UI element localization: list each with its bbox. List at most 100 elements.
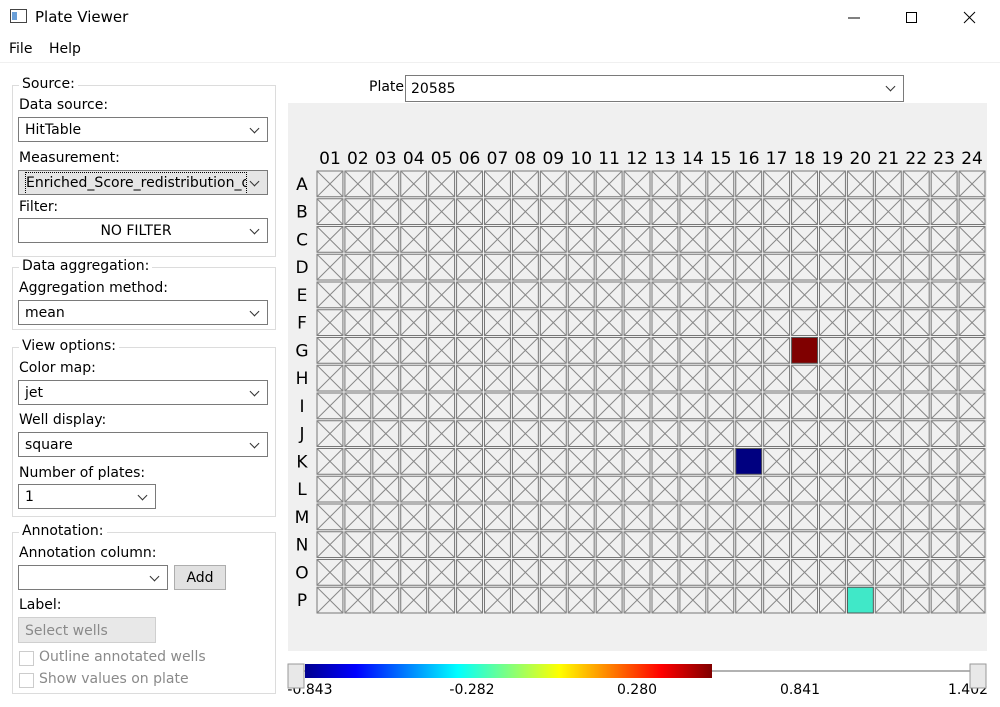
well-cross xyxy=(456,475,483,503)
well-cross xyxy=(595,309,623,336)
add-button[interactable]: Add xyxy=(174,565,226,590)
well-cross xyxy=(791,253,818,281)
well-cross xyxy=(512,392,539,420)
well-cross xyxy=(679,448,707,475)
well-cross xyxy=(763,337,790,364)
column-label: 07 xyxy=(487,149,509,169)
well-cross xyxy=(316,337,344,364)
well-cross xyxy=(707,364,735,392)
well-cross xyxy=(484,364,511,392)
well-cross xyxy=(679,309,707,336)
row-label: A xyxy=(296,175,308,195)
well-cross xyxy=(372,586,400,614)
well-cross xyxy=(567,281,595,309)
well-cross xyxy=(847,253,874,281)
annotation-combo[interactable] xyxy=(18,565,168,590)
well-cross xyxy=(958,586,986,614)
well-cross xyxy=(344,392,372,420)
well-cross xyxy=(400,503,428,531)
well-cross xyxy=(930,475,958,503)
well-cross xyxy=(651,531,679,558)
well-cross xyxy=(735,475,763,503)
row-label: D xyxy=(295,258,308,278)
filter-combo[interactable]: NO FILTER xyxy=(18,218,268,243)
measurement-combo[interactable]: Enriched_Score_redistribution_of xyxy=(18,170,268,195)
well-cross xyxy=(400,420,428,447)
well-cross xyxy=(902,448,930,475)
well-cross xyxy=(484,281,511,309)
well-cross xyxy=(735,420,763,447)
well-cross xyxy=(735,170,763,198)
group-legend: Annotation: xyxy=(19,523,107,539)
well-cross xyxy=(400,226,428,253)
well-cross xyxy=(512,281,539,309)
row-label: E xyxy=(297,286,308,306)
well-cross xyxy=(456,198,483,225)
row-label: J xyxy=(298,425,304,445)
slider-handle[interactable] xyxy=(969,663,987,689)
data-source-combo[interactable]: HitTable xyxy=(18,117,268,142)
column-label: 24 xyxy=(961,149,983,169)
row-label: O xyxy=(295,563,308,583)
annotation-group xyxy=(12,532,276,694)
well-cross xyxy=(428,253,455,281)
well-cross xyxy=(316,364,344,392)
color-map-combo[interactable]: jet xyxy=(18,380,268,405)
row-label: K xyxy=(296,452,308,472)
well-cross xyxy=(595,503,623,531)
select-wells-button[interactable]: Select wells xyxy=(18,617,156,643)
well-cross xyxy=(623,198,651,225)
colorbar-tick-label: 0.841 xyxy=(780,682,820,698)
well-cross xyxy=(902,337,930,364)
label: Data source: xyxy=(19,97,109,113)
column-label: 14 xyxy=(682,149,704,169)
plate-combo[interactable]: 20585 xyxy=(405,75,904,102)
well-cross xyxy=(707,226,735,253)
well-cross xyxy=(735,586,763,614)
well xyxy=(791,337,818,364)
well-cross xyxy=(567,503,595,531)
well-cross xyxy=(484,253,511,281)
well-cross xyxy=(651,364,679,392)
view-group xyxy=(12,347,276,517)
well-cross xyxy=(539,170,567,198)
well-cross xyxy=(623,559,651,586)
well-cross xyxy=(456,420,483,447)
well-cross xyxy=(567,586,595,614)
well-cross xyxy=(679,503,707,531)
well-cross xyxy=(623,337,651,364)
well-cross xyxy=(930,392,958,420)
well-cross xyxy=(595,392,623,420)
well-cross xyxy=(539,448,567,475)
well-cross xyxy=(958,309,986,336)
well-cross xyxy=(902,364,930,392)
well-cross xyxy=(763,170,790,198)
well-cross xyxy=(791,281,818,309)
aggregation-combo[interactable]: mean xyxy=(18,300,268,325)
well-cross xyxy=(763,392,790,420)
well-cross xyxy=(847,475,874,503)
label: Well display: xyxy=(19,412,107,428)
column-label: 05 xyxy=(431,149,453,169)
well-cross xyxy=(958,170,986,198)
well-display-combo[interactable]: square xyxy=(18,432,268,457)
checkbox[interactable] xyxy=(19,673,34,688)
plates-input[interactable]: 1 xyxy=(18,484,156,509)
well-cross xyxy=(819,281,846,309)
well-cross xyxy=(400,337,428,364)
checkbox[interactable] xyxy=(19,651,34,666)
well-cross xyxy=(847,503,874,531)
slider-handle[interactable] xyxy=(287,663,305,689)
well-cross xyxy=(372,559,400,586)
well-cross xyxy=(372,170,400,198)
well-cross xyxy=(316,226,344,253)
menu-item[interactable]: Help xyxy=(49,41,81,57)
well-cross xyxy=(819,226,846,253)
well-cross xyxy=(707,198,735,225)
well-cross xyxy=(595,475,623,503)
window-controls[interactable] xyxy=(840,8,990,28)
well-cross xyxy=(344,475,372,503)
menu-item[interactable]: File xyxy=(9,41,33,57)
